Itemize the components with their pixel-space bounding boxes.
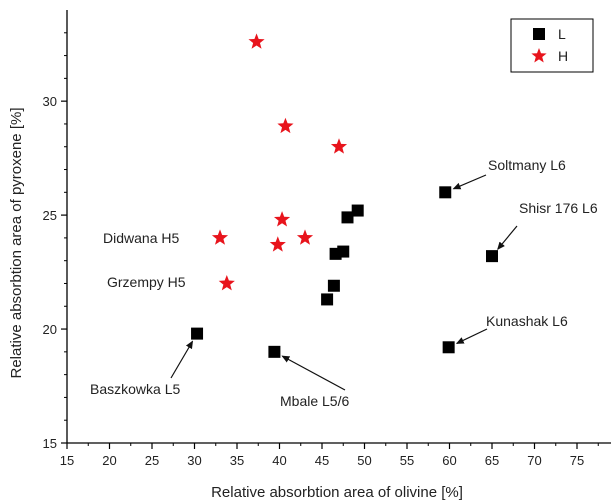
annotation-arrow bbox=[455, 328, 488, 344]
x-tick-label: 70 bbox=[527, 453, 541, 468]
legend-marker-square bbox=[533, 28, 545, 40]
x-tick-label: 35 bbox=[230, 453, 244, 468]
h-point bbox=[248, 33, 265, 49]
x-tick-label: 15 bbox=[60, 453, 74, 468]
x-tick-label: 30 bbox=[187, 453, 201, 468]
l-point bbox=[327, 279, 340, 292]
x-tick-label: 40 bbox=[272, 453, 286, 468]
x-axis-label: Relative absorbtion area of olivine [%] bbox=[211, 484, 463, 501]
annotation-label: Shisr 176 L6 bbox=[519, 200, 598, 216]
h-point bbox=[269, 236, 286, 252]
h-point bbox=[296, 229, 314, 245]
y-tick-label: 15 bbox=[43, 436, 57, 451]
l-point bbox=[337, 245, 350, 258]
annotation-label: Baszkowka L5 bbox=[90, 381, 180, 397]
x-tick-label: 20 bbox=[102, 453, 116, 468]
l-point bbox=[486, 250, 498, 263]
l-point bbox=[341, 211, 354, 224]
legend: LH bbox=[510, 18, 594, 73]
l-point bbox=[442, 341, 455, 354]
annotation-label: Grzempy H5 bbox=[107, 274, 186, 290]
l-point bbox=[321, 293, 334, 306]
y-tick-label: 25 bbox=[43, 208, 57, 223]
annotation-arrow bbox=[452, 174, 487, 190]
x-tick-label: 45 bbox=[315, 453, 329, 468]
x-tick-label: 25 bbox=[145, 453, 159, 468]
annotation-label: Soltmany L6 bbox=[488, 157, 566, 173]
annotation-label: Mbale L5/6 bbox=[280, 393, 349, 409]
l-point bbox=[439, 186, 452, 199]
h-point bbox=[273, 211, 291, 227]
y-tick-label: 20 bbox=[43, 322, 57, 337]
h-point bbox=[277, 117, 294, 134]
legend-box bbox=[510, 18, 594, 73]
annotation-arrow bbox=[497, 225, 518, 250]
x-tick-label: 50 bbox=[357, 453, 371, 468]
axes: 15 20 25 30 35 40 45 50 55 60 65 70 75 15 20 25 30 bbox=[43, 10, 611, 468]
y-axis-label: Relative absorbtion area of pyroxene [%] bbox=[8, 108, 25, 379]
l-point bbox=[351, 204, 364, 217]
annotation-arrow bbox=[170, 340, 194, 379]
annotations: Soltmany L6 Shisr 176 L6 Kunashak L6 Mbale … bbox=[90, 157, 598, 409]
annotation-arrow bbox=[281, 355, 346, 391]
l-point bbox=[191, 327, 204, 340]
y-tick-label: 30 bbox=[43, 94, 57, 109]
h-point bbox=[218, 274, 235, 291]
h-point bbox=[211, 229, 229, 245]
annotation-label: Kunashak L6 bbox=[486, 313, 568, 329]
l-point bbox=[268, 345, 281, 358]
legend-label: H bbox=[558, 48, 568, 64]
data-marks bbox=[191, 33, 498, 358]
x-tick-label: 75 bbox=[570, 453, 584, 468]
legend-marker-star bbox=[531, 48, 547, 63]
x-tick-label: 55 bbox=[400, 453, 414, 468]
annotation-label: Didwana H5 bbox=[103, 230, 179, 246]
legend-label: L bbox=[558, 26, 566, 42]
h-point bbox=[330, 138, 348, 154]
x-tick-label: 65 bbox=[485, 453, 499, 468]
x-tick-label: 60 bbox=[442, 453, 456, 468]
l-point bbox=[329, 247, 342, 260]
